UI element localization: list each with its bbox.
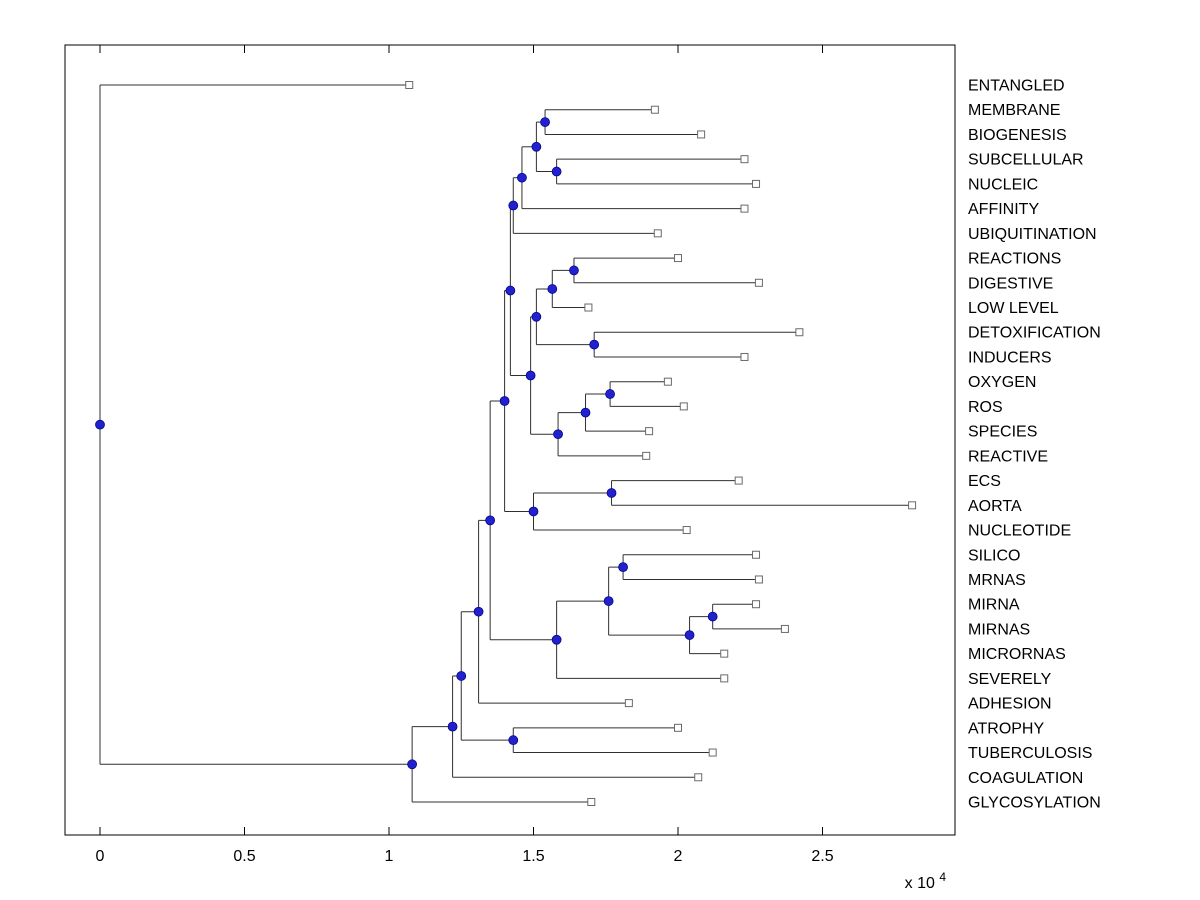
leaf-marker [584,303,593,312]
branch-node-marker [508,735,519,746]
leaf-label: TUBERCULOSIS [968,745,1092,762]
leaf-marker [795,328,804,337]
leaf-marker [697,130,706,139]
x-axis-tick-label: 0.5 [233,848,255,865]
leaf-marker [752,600,761,609]
branch-node-marker [580,407,591,418]
branch-node-marker [525,370,536,381]
leaf-marker [754,575,763,584]
leaf-marker [650,105,659,114]
leaf-marker [740,204,749,213]
plot-box [64,44,956,836]
leaf-label: REACTIONS [968,251,1061,268]
leaf-marker [682,526,691,535]
branch-node-marker [531,141,542,152]
leaf-label: ATROPHY [968,720,1044,737]
branch-node-marker [605,389,615,399]
branch-node-marker [528,506,539,517]
leaf-label: REACTIVE [968,448,1048,465]
branch-node-marker [707,611,718,622]
leaf-marker [694,773,703,782]
branch-node-marker [517,172,527,183]
branch-node-marker [95,419,105,430]
x-axis-tick-label: 1 [385,848,394,865]
leaf-marker [752,550,761,559]
x-axis-tick-label: 2 [674,848,683,865]
leaf-label: MICRORNAS [968,646,1066,663]
leaf-label: MEMBRANE [968,102,1060,119]
leaf-marker [740,155,749,164]
branch-node-marker [589,339,600,350]
leaf-marker [645,427,654,436]
x-axis-exponent-label: x 10 4 [905,870,947,892]
leaf-label: AFFINITY [968,201,1039,218]
leaf-marker [720,674,729,683]
leaf-marker [653,229,662,238]
leaf-label: ROS [968,399,1003,416]
leaf-label: SPECIES [968,424,1037,441]
branch-node-marker [407,759,417,770]
branch-node-marker [569,265,579,276]
leaf-label: MRNAS [968,572,1026,589]
leaf-label: ENTANGLED [968,78,1065,95]
leaf-marker [642,451,651,460]
leaf-marker [752,179,761,188]
branch-node-marker [499,396,510,406]
branch-node-marker [553,429,563,440]
branch-node-marker [603,596,614,606]
leaf-label: BIOGENESIS [968,127,1067,144]
branch-node-marker [531,311,542,322]
leaf-label: DIGESTIVE [968,275,1053,292]
branch-node-marker [447,721,458,732]
x-axis-tick-label: 0 [96,848,105,865]
leaf-marker [663,377,672,386]
leaf-marker [754,278,763,287]
leaf-marker [674,254,682,263]
leaf-label: UBIQUITINATION [968,226,1097,243]
leaf-label: NUCLEOTIDE [968,523,1071,540]
leaf-marker [708,748,717,757]
leaf-label: SILICO [968,547,1020,564]
leaf-label: INDUCERS [968,349,1052,366]
leaf-marker [734,476,743,485]
leaf-label: SUBCELLULAR [968,152,1084,169]
leaf-label: OXYGEN [968,374,1036,391]
branch-node-marker [508,200,519,211]
leaf-label: ADHESION [968,696,1052,713]
leaf-marker [624,699,633,708]
branch-node-marker [684,630,695,640]
leaf-marker [908,501,917,510]
leaf-label: LOW LEVEL [968,300,1059,317]
leaf-marker [720,649,729,658]
x-axis-tick-label: 1.5 [522,848,544,865]
leaf-label: MIRNA [968,597,1020,614]
branch-node-marker [456,671,467,681]
branch-node-marker [473,606,484,617]
branch-node-marker [485,515,496,526]
leaf-marker [587,797,596,806]
leaf-label: DETOXIFICATION [968,325,1101,342]
leaf-label: NUCLEIC [968,176,1038,193]
leaf-label: SEVERELY [968,671,1052,688]
branch-node-marker [505,285,516,296]
leaf-label: ECS [968,473,1001,490]
x-axis-tick-label: 2.5 [811,848,833,865]
leaf-marker [780,624,789,633]
leaf-marker [405,81,414,89]
leaf-marker [679,402,688,411]
branch-node-marker [540,117,550,127]
branch-node-marker [547,284,558,294]
branch-node-marker [551,634,562,645]
leaf-label: GLYCOSYLATION [968,794,1101,811]
branch-node-marker [618,562,628,572]
leaf-label: COAGULATION [968,770,1083,787]
leaf-label: MIRNAS [968,621,1030,638]
branch-node-marker [551,166,562,177]
leaf-marker [674,723,682,732]
leaf-marker [740,352,749,361]
branch-node-marker [606,488,617,498]
leaf-label: AORTA [968,498,1022,515]
